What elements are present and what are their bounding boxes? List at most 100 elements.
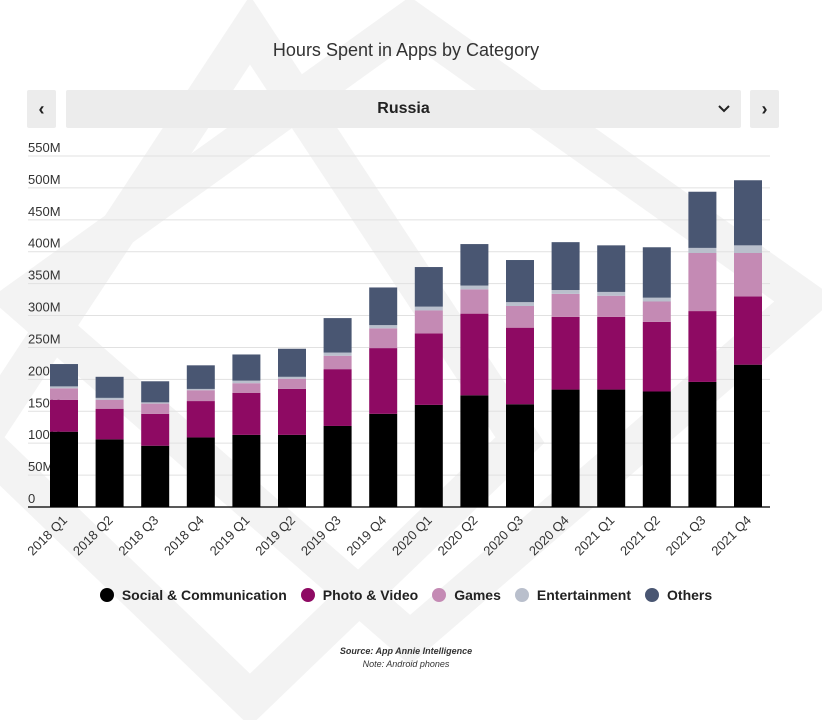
bar-segment bbox=[551, 316, 580, 390]
country-dropdown-value: Russia bbox=[377, 100, 430, 117]
legend-swatch bbox=[645, 588, 660, 602]
bar-segment bbox=[369, 287, 398, 326]
previous-country-button[interactable]: ‹ bbox=[27, 90, 56, 128]
bar-segment bbox=[50, 386, 78, 389]
y-tick-label: 400M bbox=[28, 236, 61, 251]
legend-label: Entertainment bbox=[536, 587, 632, 603]
bar-segment bbox=[95, 399, 124, 409]
bar-segment bbox=[551, 389, 580, 507]
bar-segment bbox=[232, 380, 261, 384]
bar-segment bbox=[506, 404, 534, 507]
bar-segment bbox=[734, 296, 762, 365]
bar-segment bbox=[186, 388, 215, 391]
legend-label: Social & Communication bbox=[121, 587, 287, 603]
bar-segment bbox=[642, 301, 671, 322]
x-tick-label: 2021 Q3 bbox=[663, 513, 709, 559]
bar-segment bbox=[460, 285, 489, 290]
bar-segment bbox=[642, 391, 671, 507]
chevron-down-icon bbox=[718, 105, 730, 113]
x-tick-label: 2020 Q4 bbox=[526, 513, 572, 559]
source-text: Source: App Annie Intelligence bbox=[339, 646, 473, 656]
bar-segment bbox=[506, 327, 534, 405]
x-tick-label: 2021 Q1 bbox=[571, 513, 617, 559]
x-tick-label: 2018 Q2 bbox=[70, 513, 116, 559]
bar-segment bbox=[369, 348, 398, 414]
bar-segment bbox=[642, 247, 671, 298]
bar-segment bbox=[323, 355, 352, 370]
bar-segment bbox=[95, 439, 124, 507]
bar-segment bbox=[95, 397, 124, 400]
bar-segment bbox=[642, 297, 671, 302]
bar-segment bbox=[323, 369, 352, 426]
bar-segment bbox=[688, 247, 717, 254]
bar-segment bbox=[414, 267, 443, 307]
next-country-button[interactable]: › bbox=[750, 90, 779, 128]
y-tick-label: 450M bbox=[28, 204, 61, 219]
bar-segment bbox=[323, 425, 352, 507]
bar-segment bbox=[50, 431, 78, 507]
bar-segment bbox=[506, 302, 534, 306]
x-tick-label: 2019 Q1 bbox=[207, 513, 253, 559]
y-tick-label: 500M bbox=[28, 172, 61, 187]
legend-item[interactable]: Social & Communication bbox=[99, 587, 287, 603]
bar-segment bbox=[232, 392, 261, 435]
bar-segment bbox=[551, 290, 580, 294]
country-dropdown[interactable]: Russia bbox=[66, 90, 741, 128]
bar-segment bbox=[141, 445, 170, 507]
stacked-bar-chart: 050M100M150M200M250M300M350M400M450M500M… bbox=[24, 140, 770, 559]
bar-segment bbox=[232, 434, 261, 507]
bar-segment bbox=[597, 291, 626, 296]
y-tick-label: 550M bbox=[28, 140, 61, 155]
bar-segment bbox=[734, 253, 762, 297]
legend-label: Others bbox=[667, 587, 713, 603]
bar-segment bbox=[278, 378, 306, 389]
bar-segment bbox=[50, 399, 78, 432]
bar-segment bbox=[232, 354, 261, 381]
bar-segment bbox=[688, 381, 717, 507]
bar-segment bbox=[460, 313, 489, 396]
x-tick-label: 2021 Q2 bbox=[617, 513, 663, 559]
bar-segment bbox=[50, 388, 78, 400]
bar-segment bbox=[688, 311, 717, 382]
bar-segment bbox=[414, 306, 443, 311]
x-tick-label: 2019 Q3 bbox=[298, 513, 344, 559]
bar-segment bbox=[278, 376, 306, 379]
bar-segment bbox=[369, 413, 398, 507]
legend-swatch bbox=[300, 588, 315, 602]
chevron-left-icon: ‹ bbox=[38, 98, 45, 119]
x-tick-label: 2018 Q4 bbox=[161, 513, 207, 559]
legend-item[interactable]: Games bbox=[432, 587, 501, 603]
bar-segment bbox=[642, 321, 671, 392]
y-tick-label: 300M bbox=[28, 300, 61, 315]
legend-item[interactable]: Photo & Video bbox=[300, 587, 419, 603]
x-tick-label: 2021 Q4 bbox=[708, 513, 754, 559]
bar-segment bbox=[414, 310, 443, 334]
bar-segment bbox=[734, 364, 762, 507]
chart-title: Hours Spent in Apps by Category bbox=[272, 40, 540, 60]
x-tick-label: 2020 Q2 bbox=[435, 513, 481, 559]
bar-segment bbox=[551, 242, 580, 291]
note-text: Note: Android phones bbox=[362, 659, 450, 669]
x-tick-label: 2019 Q4 bbox=[343, 513, 389, 559]
x-tick-label: 2019 Q2 bbox=[252, 513, 298, 559]
bar-segment bbox=[323, 352, 352, 356]
bar-segment bbox=[95, 376, 124, 398]
bar-segment bbox=[50, 364, 78, 387]
bar-segment bbox=[323, 318, 352, 353]
bar-segment bbox=[186, 390, 215, 402]
y-tick-label: 0 bbox=[28, 491, 35, 506]
x-tick-label: 2018 Q1 bbox=[24, 513, 70, 559]
bar-segment bbox=[141, 403, 170, 414]
legend-item[interactable]: Others bbox=[645, 587, 712, 603]
bar-segment bbox=[369, 328, 398, 349]
chart-legend: Social & Communication Photo & Video Gam… bbox=[0, 587, 812, 603]
bar-segment bbox=[232, 383, 261, 393]
legend-item[interactable]: Entertainment bbox=[514, 587, 632, 603]
y-tick-label: 350M bbox=[28, 268, 61, 283]
legend-label: Photo & Video bbox=[322, 587, 419, 603]
legend-label: Games bbox=[454, 587, 501, 603]
bar-segment bbox=[460, 289, 489, 314]
bar-segment bbox=[141, 402, 170, 404]
bar-segment bbox=[506, 260, 534, 303]
bar-segment bbox=[551, 293, 580, 317]
